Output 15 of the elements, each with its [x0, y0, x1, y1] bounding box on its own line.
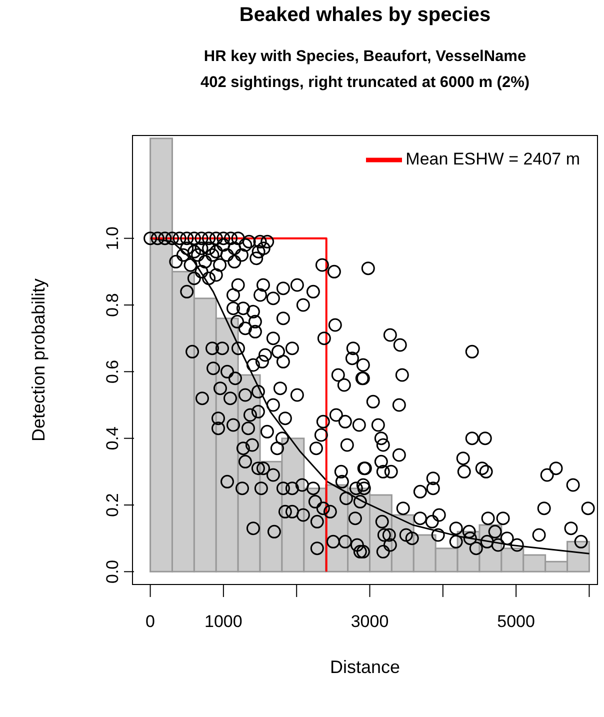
chart-title: Beaked whales by species — [238, 4, 492, 27]
y-tick-label: 0.2 — [103, 493, 122, 517]
y-axis-title: Detection probability — [28, 278, 48, 442]
legend-label: Mean ESHW = 2407 m — [406, 149, 580, 168]
y-tick-label: 0.8 — [103, 293, 122, 317]
y-tick-label: 0.0 — [103, 560, 122, 584]
x-axis-title: Distance — [330, 657, 400, 677]
x-tick-label: 1000 — [204, 612, 242, 631]
chart-subtitle: HR key with Species, Beaufort, VesselName 402 sightings, right truncated at 6000 m (2%) — [199, 47, 531, 93]
y-tick-label: 1.0 — [103, 226, 122, 250]
x-tick-label: 5000 — [497, 612, 535, 631]
y-tick-label: 0.6 — [103, 360, 122, 384]
x-tick-label: 3000 — [350, 612, 389, 631]
y-tick-label: 0.4 — [103, 426, 122, 450]
x-tick-label: 0 — [146, 612, 156, 631]
